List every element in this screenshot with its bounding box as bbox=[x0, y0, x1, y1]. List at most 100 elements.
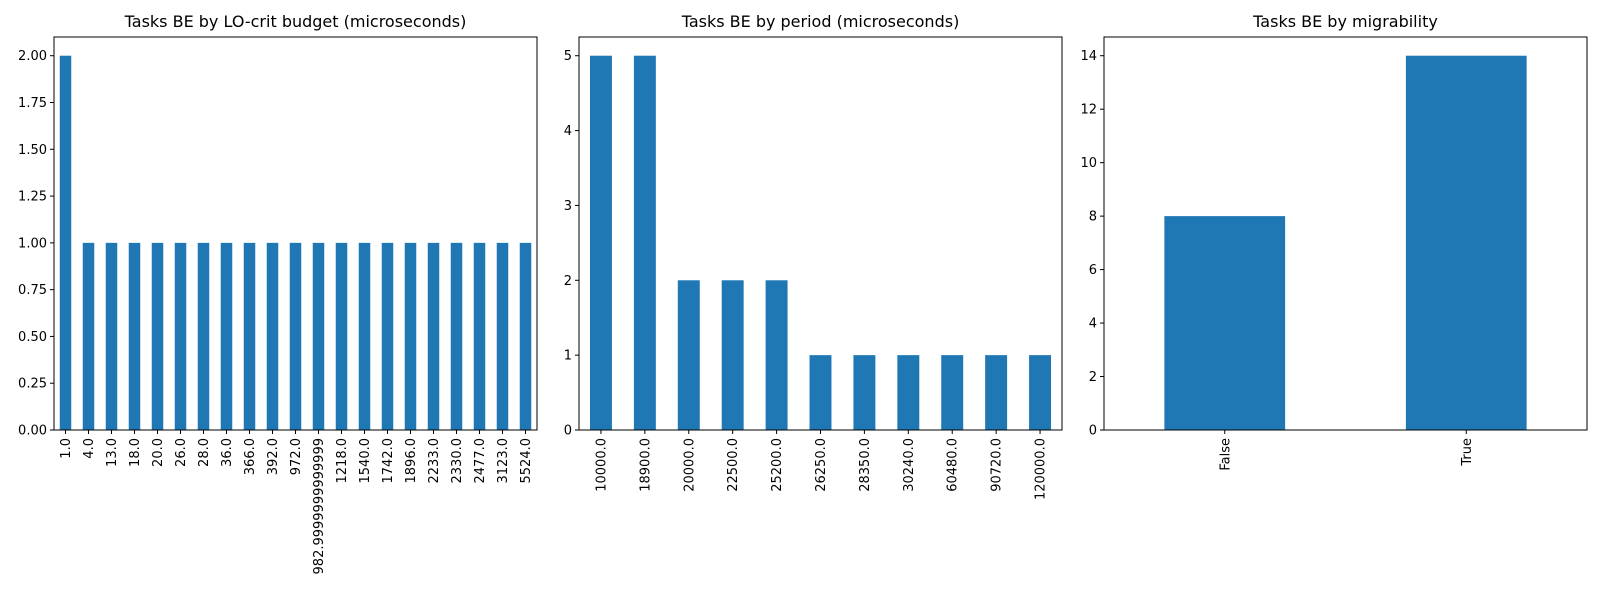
x-tick-label: 1742.0 bbox=[381, 438, 396, 484]
y-tick-label: 2 bbox=[1089, 370, 1097, 385]
bar bbox=[450, 242, 463, 430]
x-tick-label: 28.0 bbox=[197, 438, 212, 467]
x-tick-label: 2477.0 bbox=[473, 438, 488, 484]
x-tick-label: 120000.0 bbox=[1034, 438, 1049, 500]
y-tick-label: 2 bbox=[564, 274, 572, 289]
bar bbox=[381, 242, 394, 430]
y-tick-label: 2.00 bbox=[18, 49, 47, 64]
bar bbox=[1029, 355, 1052, 430]
bar bbox=[220, 242, 233, 430]
bar bbox=[677, 280, 700, 430]
x-tick-label: 26250.0 bbox=[814, 438, 829, 492]
x-tick-label: 2330.0 bbox=[450, 438, 465, 484]
bar bbox=[358, 242, 371, 430]
y-tick-label: 1.50 bbox=[18, 143, 47, 158]
bar bbox=[853, 355, 876, 430]
y-tick-label: 14 bbox=[1080, 49, 1097, 64]
x-tick-label: 972.0 bbox=[289, 438, 304, 475]
y-tick-label: 4 bbox=[1089, 317, 1097, 332]
bar bbox=[589, 55, 612, 430]
bar bbox=[897, 355, 920, 430]
bar bbox=[985, 355, 1008, 430]
x-tick-label: 22500.0 bbox=[726, 438, 741, 492]
y-tick-label: 3 bbox=[564, 199, 572, 214]
chart-title: Tasks BE by period (microseconds) bbox=[681, 12, 960, 31]
x-tick-label: 4.0 bbox=[82, 438, 97, 459]
bar bbox=[633, 55, 656, 430]
bar bbox=[941, 355, 964, 430]
x-tick-label: 10000.0 bbox=[594, 438, 609, 492]
bar bbox=[266, 242, 279, 430]
x-tick-label: 13.0 bbox=[105, 438, 120, 467]
y-tick-label: 0 bbox=[564, 424, 572, 439]
y-tick-label: 1 bbox=[564, 349, 572, 364]
bar bbox=[174, 242, 187, 430]
x-tick-label: 5524.0 bbox=[519, 438, 534, 484]
x-tick-label: 1896.0 bbox=[404, 438, 419, 484]
x-tick-label: 982.9999999999999 bbox=[312, 438, 327, 574]
y-tick-label: 0.00 bbox=[18, 424, 47, 439]
chart-title: Tasks BE by migrability bbox=[1252, 12, 1438, 31]
y-tick-label: 0 bbox=[1089, 424, 1097, 439]
y-tick-label: 10 bbox=[1080, 156, 1097, 171]
y-tick-label: 6 bbox=[1089, 263, 1097, 278]
y-tick-label: 0.50 bbox=[18, 330, 47, 345]
y-tick-label: 12 bbox=[1080, 103, 1097, 118]
y-tick-label: 0.25 bbox=[18, 377, 47, 392]
x-tick-label: 1.0 bbox=[59, 438, 74, 459]
x-tick-label: 28350.0 bbox=[858, 438, 873, 492]
bar bbox=[82, 242, 95, 430]
bar bbox=[809, 355, 832, 430]
y-tick-label: 1.75 bbox=[18, 96, 47, 111]
x-tick-label: 90720.0 bbox=[990, 438, 1005, 492]
bar bbox=[151, 242, 164, 430]
x-tick-label: 392.0 bbox=[266, 438, 281, 475]
bar bbox=[765, 280, 788, 430]
x-tick-label: 36.0 bbox=[220, 438, 235, 467]
bar bbox=[243, 242, 256, 430]
x-tick-label: 366.0 bbox=[243, 438, 258, 475]
bar bbox=[496, 242, 509, 430]
x-tick-label: 20000.0 bbox=[682, 438, 697, 492]
chart-panel-3: Tasks BE by migrability 0 2 4 6 8 10 12 14 False T… bbox=[1080, 12, 1588, 471]
bar bbox=[128, 242, 141, 430]
bar bbox=[197, 242, 210, 430]
bar bbox=[721, 280, 744, 430]
x-tick-label: 18900.0 bbox=[638, 438, 653, 492]
bar bbox=[335, 242, 348, 430]
x-tick-label: True bbox=[1460, 438, 1475, 467]
bar bbox=[473, 242, 486, 430]
y-tick-label: 1.25 bbox=[18, 190, 47, 205]
chart-title: Tasks BE by LO-crit budget (microseconds… bbox=[124, 12, 467, 31]
x-tick-label: 30240.0 bbox=[902, 438, 917, 492]
axes-frame bbox=[53, 36, 538, 431]
chart-panel-2: Tasks BE by period (microseconds) 0 1 2 3 4 5 1… bbox=[564, 12, 1063, 500]
axes-frame bbox=[578, 36, 1063, 431]
x-tick-label: 25200.0 bbox=[770, 438, 785, 492]
x-tick-label: 20.0 bbox=[151, 438, 166, 467]
bar bbox=[289, 242, 302, 430]
y-tick-label: 5 bbox=[564, 49, 572, 64]
x-tick-label: 18.0 bbox=[128, 438, 143, 467]
y-tick-label: 1.00 bbox=[18, 236, 47, 251]
y-tick-label: 4 bbox=[564, 124, 572, 139]
bar bbox=[59, 55, 72, 430]
bar bbox=[1405, 55, 1527, 430]
x-tick-label: 1218.0 bbox=[335, 438, 350, 484]
bar bbox=[427, 242, 440, 430]
bar bbox=[519, 242, 532, 430]
x-tick-label: 26.0 bbox=[174, 438, 189, 467]
y-tick-label: 8 bbox=[1089, 210, 1097, 225]
axes-frame bbox=[1103, 36, 1588, 431]
x-tick-label: 2233.0 bbox=[427, 438, 442, 484]
x-tick-label: False bbox=[1218, 438, 1233, 471]
bar bbox=[105, 242, 118, 430]
bar bbox=[404, 242, 417, 430]
bar bbox=[1164, 216, 1286, 430]
x-tick-label: 1540.0 bbox=[358, 438, 373, 484]
bar bbox=[312, 242, 325, 430]
x-tick-label: 3123.0 bbox=[496, 438, 511, 484]
x-tick-label: 60480.0 bbox=[946, 438, 961, 492]
y-tick-label: 0.75 bbox=[18, 283, 47, 298]
